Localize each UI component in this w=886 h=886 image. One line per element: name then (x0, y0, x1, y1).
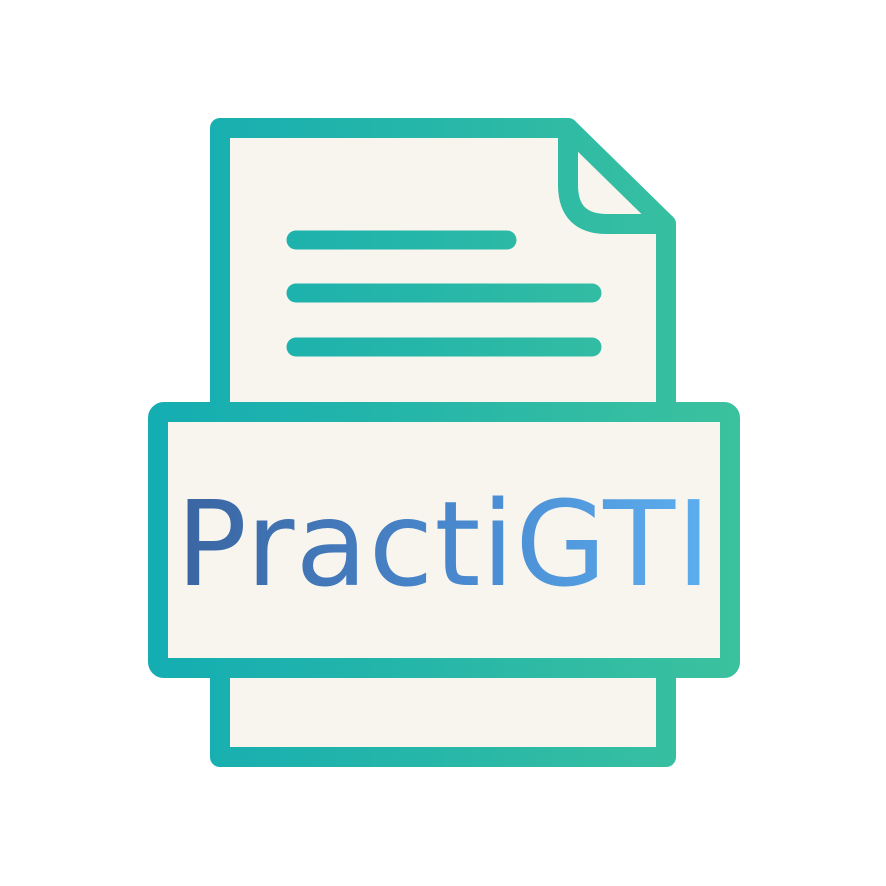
logo-text: PractiGTI (176, 475, 712, 613)
label-banner (148, 402, 740, 678)
folded-corner (558, 118, 676, 234)
